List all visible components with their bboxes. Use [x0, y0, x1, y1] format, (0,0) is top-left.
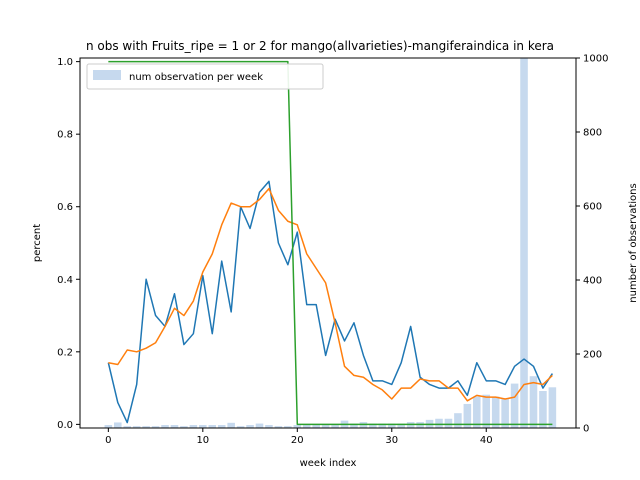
chart-title: n obs with Fruits_ripe = 1 or 2 for mang…	[86, 39, 554, 53]
bar	[369, 423, 377, 428]
bar	[529, 376, 538, 428]
bar	[274, 426, 283, 428]
bar	[378, 423, 387, 428]
bar	[246, 425, 254, 428]
bar	[397, 423, 405, 428]
bar	[482, 394, 491, 428]
y2-axis-label: number of observations	[628, 183, 639, 302]
y-tick-label: 0.0	[57, 420, 73, 431]
bar	[227, 422, 235, 428]
bar	[510, 383, 519, 428]
legend-box	[86, 63, 324, 90]
bar	[293, 425, 302, 428]
x-tick-label: 20	[291, 435, 304, 446]
bar	[265, 425, 273, 428]
legend: num observation per week	[86, 63, 324, 90]
bar	[170, 425, 179, 428]
bar	[255, 423, 264, 428]
bar	[180, 426, 188, 428]
bar	[284, 426, 292, 428]
bar	[350, 423, 358, 428]
bar	[208, 425, 217, 428]
bar	[491, 396, 500, 428]
legend-entry: num observation per week	[129, 72, 263, 83]
x-tick-label: 10	[196, 435, 209, 446]
y2-tick-label: 800	[583, 128, 602, 139]
bar	[454, 413, 462, 428]
bar	[463, 403, 472, 428]
bar	[302, 425, 311, 428]
bar	[114, 422, 122, 428]
bar	[435, 418, 443, 428]
series-line	[108, 187, 553, 402]
y-tick-label: 0.6	[57, 202, 73, 213]
bar	[539, 391, 547, 428]
plot-frame	[79, 57, 577, 429]
x-axis-ticks: 0 10 20 30 40	[105, 428, 493, 446]
bar	[387, 423, 396, 428]
y-tick-label: 0.2	[57, 347, 73, 358]
bar	[331, 425, 339, 428]
x-axis-label: week index	[300, 458, 357, 469]
y2-tick-label: 400	[583, 276, 602, 287]
y-tick-label: 0.4	[57, 275, 73, 286]
y2-axis-ticks: 0 200 400 600 800 1000	[576, 54, 608, 435]
series-line	[108, 60, 553, 426]
bar	[199, 425, 207, 428]
series-line	[107, 180, 554, 424]
y2-tick-label: 1000	[583, 54, 608, 65]
bar	[236, 426, 245, 428]
y-axis-label: percent	[32, 224, 43, 262]
bar	[520, 58, 528, 428]
y2-tick-label: 600	[583, 202, 602, 213]
bar	[444, 418, 453, 428]
y2-tick-label: 0	[583, 424, 589, 435]
y2-tick-label: 200	[583, 350, 602, 361]
bar	[123, 426, 132, 428]
bar	[473, 396, 481, 428]
lines-layer	[107, 60, 554, 426]
y-axis-ticks: 0.0 0.2 0.4 0.6 0.8 1.0	[57, 57, 80, 431]
bar	[104, 425, 113, 428]
bar	[548, 387, 557, 428]
x-tick-label: 30	[385, 435, 398, 446]
bar	[501, 398, 509, 428]
bar	[142, 426, 150, 428]
bar	[321, 425, 330, 428]
bar	[312, 425, 320, 428]
y-tick-label: 1.0	[57, 57, 73, 68]
bar	[189, 425, 198, 428]
bar	[161, 425, 169, 428]
bar	[151, 426, 160, 428]
bar	[217, 425, 226, 428]
bar	[132, 426, 141, 428]
legend-swatch	[93, 70, 121, 80]
x-tick-label: 0	[105, 435, 111, 446]
x-tick-label: 40	[480, 435, 493, 446]
y-tick-label: 0.8	[57, 130, 73, 141]
